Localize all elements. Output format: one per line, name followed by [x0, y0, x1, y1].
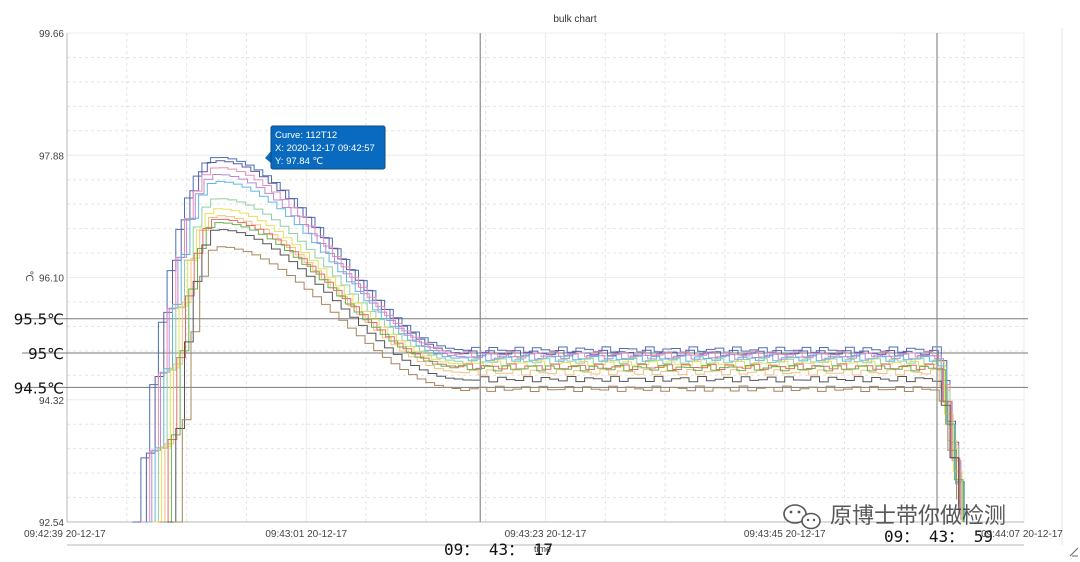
reference-label: 95.5℃ [14, 311, 64, 329]
time-marker-label: 09： 43： 59 [884, 527, 993, 546]
series-line [146, 180, 965, 523]
reference-label: 95℃ [28, 345, 64, 363]
time-marker-label: 09： 43： 17 [444, 540, 553, 559]
x-tick-label: 09:43:01 20-12-17 [265, 529, 347, 540]
series-line [162, 222, 964, 523]
chart-title: bulk chart [553, 14, 597, 25]
y-axis-label: ℃ [23, 270, 34, 281]
x-tick-label: 09:42:39 20-12-17 [24, 529, 106, 540]
wechat-icon [783, 504, 821, 530]
grid-layer [66, 32, 1025, 546]
series-line [143, 174, 962, 523]
series-line [140, 167, 960, 523]
y-tick-label: 99.66 [39, 29, 64, 40]
watermark: 原博士带你做检测 [783, 504, 1006, 530]
reference-lines: 95.5℃ 95℃ 94.5℃ [14, 311, 1028, 397]
series-line [137, 160, 965, 523]
resize-handle-icon[interactable] [1069, 547, 1079, 557]
y-tick-label: 94.32 [39, 396, 64, 407]
x-tick-label: 09:44:07 20-12-17 [981, 529, 1063, 540]
tooltip-box [270, 125, 386, 170]
x-tick-label: 09:43:23 20-12-17 [505, 529, 587, 540]
series-line [173, 246, 958, 523]
series-line [152, 208, 963, 523]
x-axis-label: time [534, 544, 551, 554]
tooltip-curve: Curve: 112T12 [275, 130, 337, 141]
x-tick-labels: 09:42:39 20-12-17 09:43:01 20-12-17 09:43:… [24, 529, 1063, 540]
tooltip-y: Y: 97.84 ℃ [275, 156, 324, 167]
reference-label: 94.5℃ [14, 379, 64, 397]
y-tick-label: 96.10 [39, 274, 64, 285]
tooltip-x: X: 2020-12-17 09:42:57 [275, 143, 375, 154]
tooltip-pointer [265, 150, 272, 164]
y-tick-labels: 99.66 97.88 96.10 94.32 92.54 [39, 29, 64, 529]
series-line [167, 229, 960, 523]
time-markers: 09： 43： 17 09： 43： 59 [444, 33, 993, 559]
data-tooltip: Curve: 112T12 X: 2020-12-17 09:42:57 Y: … [265, 125, 386, 170]
series-layer [132, 157, 965, 523]
x-tick-label: 09:43:45 20-12-17 [744, 529, 826, 540]
series-line [156, 215, 958, 523]
series-line [132, 157, 960, 523]
y-tick-label: 92.54 [39, 518, 64, 529]
series-line [159, 218, 961, 523]
watermark-text: 原博士带你做检测 [830, 504, 1006, 529]
y-tick-label: 97.88 [39, 151, 64, 162]
